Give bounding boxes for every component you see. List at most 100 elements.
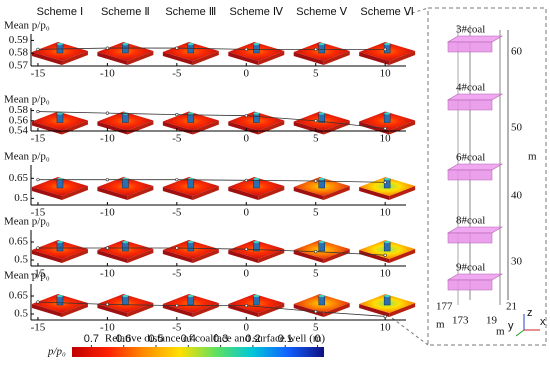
well [383,113,391,123]
data-point [244,304,248,308]
y-tick-label: 0.5 [14,192,28,204]
scheme-label: Scheme Ⅳ [229,6,283,18]
block-side [293,304,324,317]
block-side [127,51,154,65]
well [318,178,325,189]
depth-tick-label: 40 [511,190,523,202]
x-tick-label: 0 [244,133,250,145]
coal-seam-body [447,41,493,53]
depth-tick-label: 30 [511,256,523,268]
x-tick-label: -15 [31,68,46,80]
data-point [36,178,40,182]
block-side [228,187,259,200]
block-side [389,249,416,263]
x-tick-label: 10 [380,207,392,219]
well [56,295,64,306]
well-top [318,177,325,181]
data-point [175,46,179,50]
data-point [105,178,109,182]
seam-label: 4#coal [456,82,485,94]
block-side [97,52,128,65]
block-side [228,52,259,65]
x-tick-label: 5 [313,207,319,219]
x-tick-label: 0 [244,268,250,280]
depth-tick-label: 60 [511,46,523,58]
block-side [389,303,416,317]
block-side [31,250,62,263]
well-top [56,112,63,115]
x-tick-label: -10 [100,207,115,219]
x-tick-label: -5 [172,268,182,280]
block-side [389,51,416,65]
scheme-label: Scheme Ⅴ [296,6,347,18]
block-side [258,51,285,65]
data-line [37,301,386,317]
well [253,295,260,306]
data-point [383,47,387,51]
well-top [384,112,391,115]
y-tick-label: 0.65 [9,290,29,302]
x-axis-label: Relative distance of coalface and surfac… [105,333,326,345]
block-side [192,303,219,317]
block-side [192,249,219,263]
seam-label: 6#coal [456,152,485,164]
block-side [228,304,259,317]
x-tick-label: 10 [380,322,392,334]
x-tick-label: 5 [313,133,319,145]
well [56,178,64,189]
data-point [314,47,318,51]
x-tick-label: -10 [100,322,115,334]
scheme-label: Scheme Ⅵ [360,6,414,18]
coal-seam [446,273,504,281]
x-tick-label: 10 [380,268,392,280]
x-tick-label: -5 [172,322,182,334]
well-top [253,112,260,115]
block-side [61,303,88,317]
data-point [105,302,109,307]
colorbar-tick-label: 0.1 [278,333,293,345]
block-side [359,304,390,317]
colorbar-tick-label: 0.4 [181,333,196,345]
colorbar-tick-label: 0.6 [116,333,131,345]
colorbar-tick-label: 0.7 [84,333,99,345]
well [56,113,64,123]
data-point [36,109,40,114]
block-side [359,250,390,263]
axis-name: y [508,320,514,332]
x-tick-label: 0 [244,322,250,334]
well-top [56,240,63,244]
block-side [162,187,193,200]
data-line [37,247,386,256]
block-side [61,186,88,200]
y-tick-label: 0.57 [9,60,29,72]
block-side [97,187,128,200]
scheme-label: Scheme Ⅰ [37,6,84,18]
y-tick-label: 0.65 [9,236,29,248]
seam-label: 3#coal [456,24,485,36]
block-side [127,186,154,200]
data-point [244,114,248,118]
x-tick-label: 10 [380,133,392,145]
coal-seam [446,226,504,234]
well [253,113,260,123]
axis-name: x [540,316,546,328]
well [318,43,325,54]
y-axis-label: Mean p/p₀ [4,151,50,163]
base-label: 177 [436,301,453,313]
block-side [31,187,62,200]
block-side [162,52,193,65]
y-tick-label: 0.65 [9,172,29,184]
well [253,43,260,54]
y-axis-label: Mean p/p₀ [4,20,50,32]
x-tick-label: -10 [100,268,115,280]
well-top [253,42,260,46]
depth-tick-label: 50 [511,122,523,134]
block-side [192,51,219,65]
colorbar [72,347,324,357]
well [318,241,325,252]
well-top [384,177,391,181]
data-line [37,179,386,183]
well-top [187,240,194,244]
